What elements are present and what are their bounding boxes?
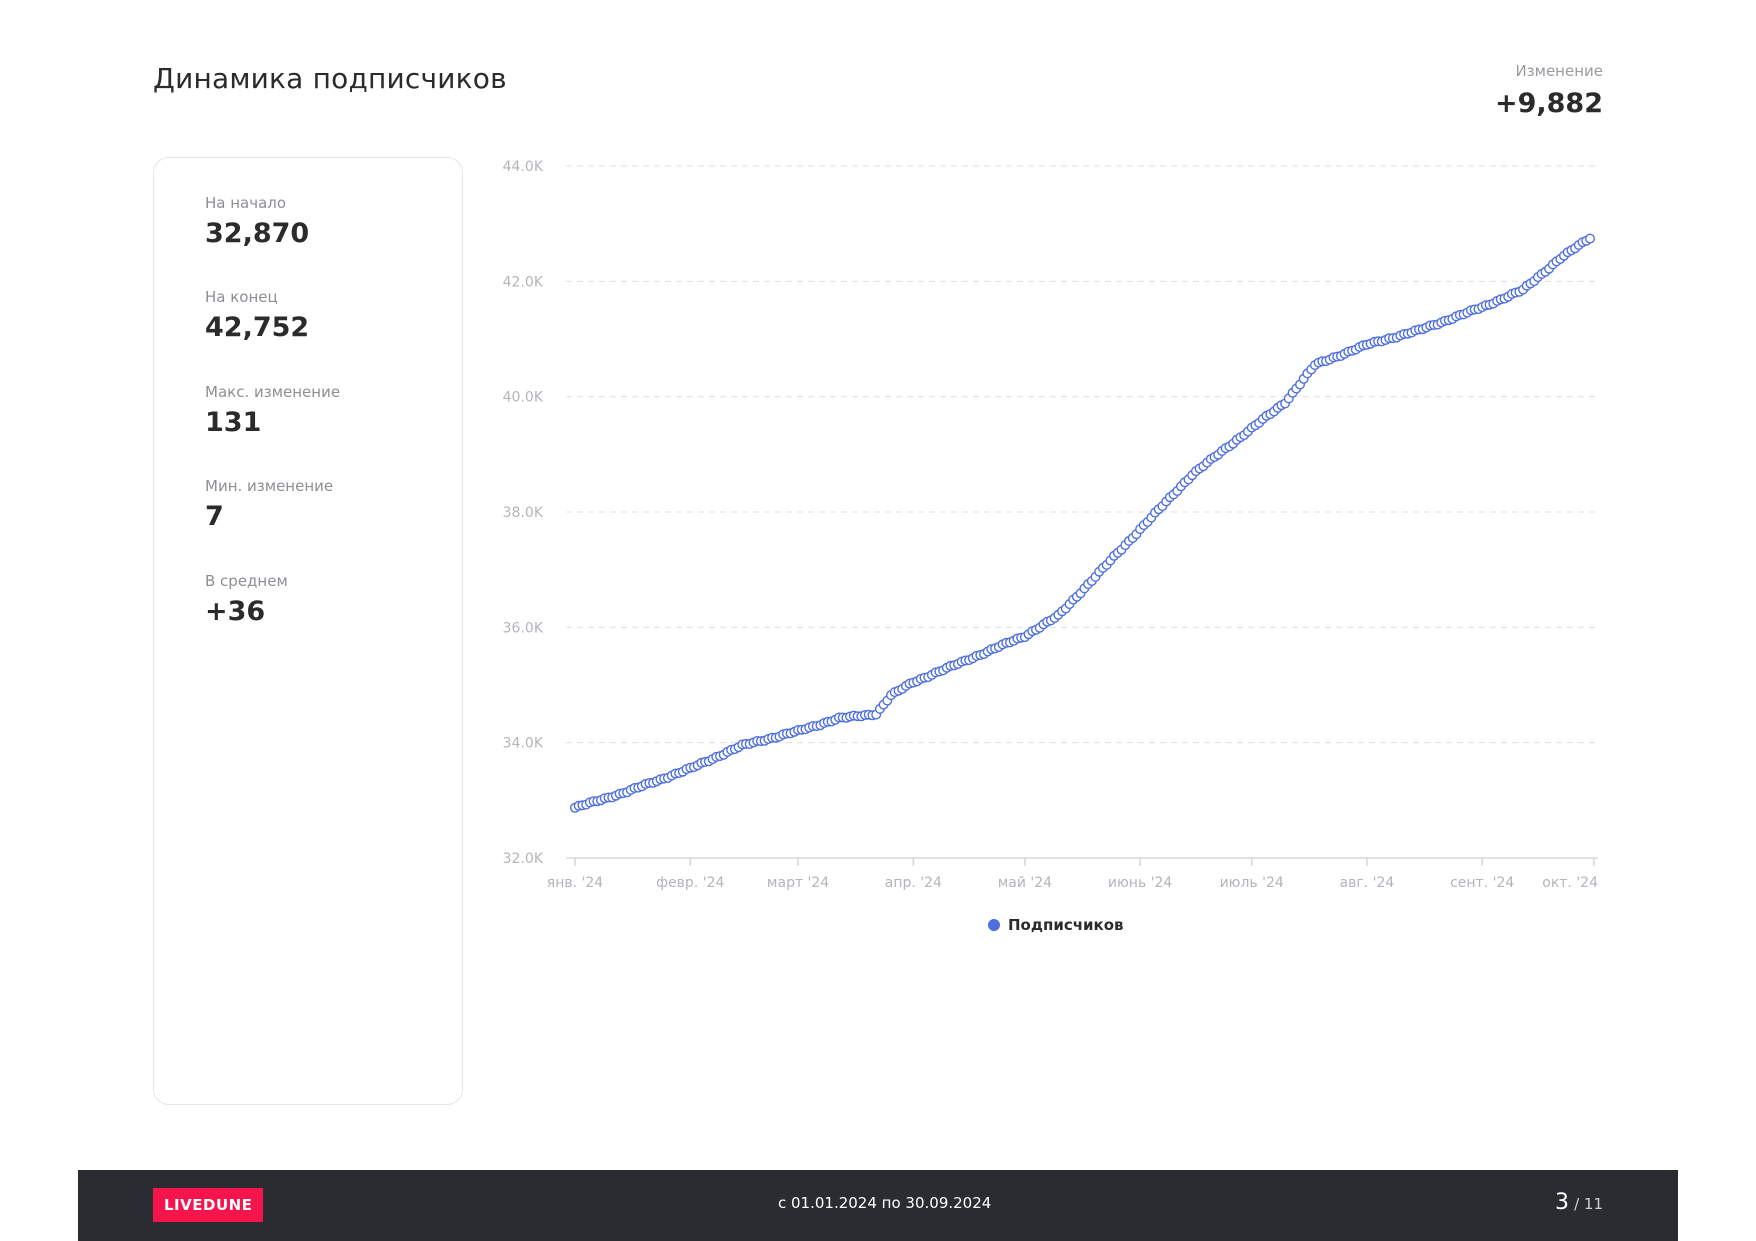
x-tick-label: февр. '24 — [656, 875, 724, 891]
x-tick-label: июль '24 — [1220, 875, 1284, 891]
change-label: Изменение — [1515, 62, 1603, 80]
page-indicator: 3 / 11 — [1555, 1190, 1603, 1215]
stat-min-change: Мин. изменение 7 — [205, 477, 333, 532]
y-tick-label: 42.0K — [503, 274, 544, 290]
chart-grid — [566, 165, 1598, 859]
stats-card: На начало 32,870 На конец 42,752 Макс. и… — [153, 157, 463, 1105]
stat-average: В среднем +36 — [205, 572, 288, 627]
x-tick-label: июнь '24 — [1108, 875, 1172, 891]
x-tick-label: янв. '24 — [547, 875, 603, 891]
y-tick-label: 32.0K — [503, 851, 544, 867]
chart-series — [570, 233, 1595, 813]
stat-label: В среднем — [205, 572, 288, 590]
page-total: / 11 — [1574, 1195, 1603, 1213]
stat-value: 131 — [205, 407, 262, 438]
stat-label: На начало — [205, 194, 287, 212]
legend-label: Подписчиков — [1008, 916, 1124, 934]
page-title: Динамика подписчиков — [153, 62, 507, 95]
series-point — [1584, 233, 1595, 244]
chart-axes: 32.0K 34.0K 36.0K 38.0K 40.0K 42.0K 44.0K янв. … — [503, 159, 1598, 891]
y-tick-label: 34.0K — [503, 736, 544, 752]
chart-legend[interactable]: Подписчиков — [988, 916, 1124, 934]
x-tick-label: май '24 — [998, 875, 1052, 891]
stat-label: Макс. изменение — [205, 383, 341, 401]
stat-max-change: Макс. изменение 131 — [205, 383, 340, 438]
y-tick-label: 38.0K — [503, 505, 544, 521]
stat-value: 32,870 — [205, 218, 310, 249]
x-tick-label: апр. '24 — [885, 875, 942, 891]
change-summary: Изменение +9,882 — [1495, 62, 1603, 119]
stat-value: 7 — [205, 501, 224, 532]
x-tick-label: март '24 — [767, 875, 829, 891]
stat-value: +36 — [205, 596, 266, 627]
stat-label: Мин. изменение — [205, 477, 334, 495]
footer: LIVEDUNE с 01.01.2024 по 30.09.2024 3 / … — [78, 1170, 1678, 1241]
change-value: +9,882 — [1494, 88, 1603, 119]
subscribers-chart: 32.0K 34.0K 36.0K 38.0K 40.0K 42.0K 44.0K янв. … — [503, 159, 1598, 891]
stat-label: На конец — [205, 288, 278, 306]
stat-start: На начало 32,870 — [205, 194, 309, 249]
page-current: 3 — [1554, 1190, 1569, 1215]
x-tick-label: авг. '24 — [1340, 875, 1395, 891]
y-tick-label: 40.0K — [503, 390, 544, 406]
stat-value: 42,752 — [205, 312, 310, 343]
x-tick-label: сент. '24 — [1450, 875, 1514, 891]
report-date-range: с 01.01.2024 по 30.09.2024 — [778, 1194, 992, 1212]
stat-end: На конец 42,752 — [205, 288, 309, 343]
x-tick-label: окт. '24 — [1542, 875, 1598, 891]
legend-marker-icon — [988, 919, 1000, 931]
y-tick-label: 44.0K — [503, 159, 544, 175]
brand-logo: LIVEDUNE — [153, 1188, 264, 1222]
y-tick-label: 36.0K — [503, 620, 544, 636]
